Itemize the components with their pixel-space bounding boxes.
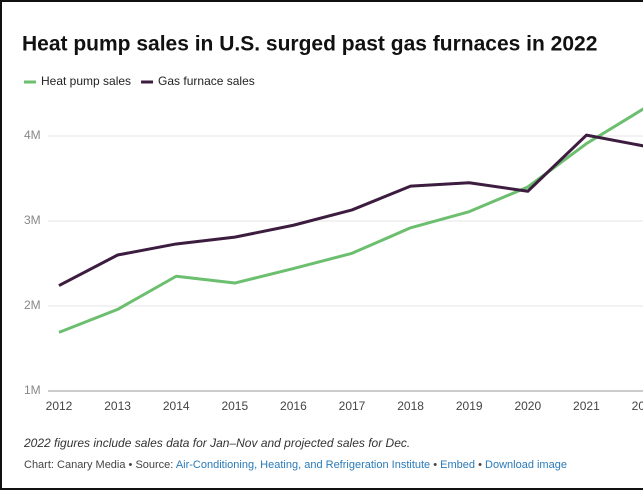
x-tick-label: 2014 bbox=[163, 399, 190, 413]
x-tick-label: 2016 bbox=[280, 399, 307, 413]
y-tick-label: 1M bbox=[24, 383, 41, 397]
x-tick-label: 2021 bbox=[573, 399, 600, 413]
source-link[interactable]: Air-Conditioning, Heating, and Refrigera… bbox=[175, 459, 431, 471]
embed-link[interactable]: Embed bbox=[440, 459, 476, 471]
x-tick-label: 2018 bbox=[397, 399, 424, 413]
x-tick-label: 2017 bbox=[339, 399, 366, 413]
y-tick-label: 3M bbox=[24, 213, 41, 227]
x-tick-label: 2022 bbox=[632, 399, 643, 413]
download-link[interactable]: Download image bbox=[485, 459, 567, 471]
legend-label: Heat pump sales bbox=[41, 74, 131, 88]
x-tick-label: 2015 bbox=[221, 399, 248, 413]
y-tick-label: 2M bbox=[24, 298, 41, 312]
source-line: Chart: Canary Media • Source: Air-Condit… bbox=[24, 459, 567, 471]
separator: • bbox=[433, 459, 438, 471]
x-tick-label: 2012 bbox=[46, 399, 73, 413]
x-tick-label: 2019 bbox=[456, 399, 483, 413]
series-line bbox=[58, 133, 643, 287]
source-prefix: Chart: Canary Media • Source: bbox=[24, 459, 174, 471]
chart: Heat pump sales in U.S. surged past gas … bbox=[22, 33, 643, 413]
legend-label: Gas furnace sales bbox=[158, 74, 255, 88]
x-tick-label: 2013 bbox=[104, 399, 131, 413]
y-tick-label: 4M bbox=[24, 128, 41, 142]
note: 2022 figures include sales data for Jan–… bbox=[24, 436, 411, 450]
x-tick-label: 2020 bbox=[514, 399, 541, 413]
separator: • bbox=[478, 459, 482, 471]
series-line bbox=[58, 107, 643, 334]
chart-title: Heat pump sales in U.S. surged past gas … bbox=[22, 33, 597, 56]
